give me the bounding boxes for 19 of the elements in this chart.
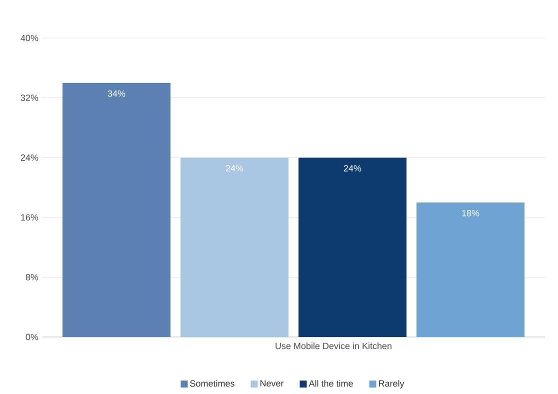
y-tick-label: 40% — [20, 34, 38, 42]
legend-label: Sometimes — [190, 380, 234, 387]
bar — [416, 202, 524, 337]
bar — [298, 158, 406, 337]
y-tick-label: 8% — [26, 274, 38, 280]
y-tick-label: 16% — [21, 214, 38, 221]
bar — [62, 82, 171, 337]
data-label: 24% — [344, 165, 362, 172]
x-tick-label: Use Mobile Device in Kitchen — [276, 342, 392, 350]
bar — [180, 158, 289, 337]
y-tick-label: 24% — [20, 154, 38, 161]
y-tick-label: 32% — [20, 94, 38, 101]
data-label: 24% — [226, 165, 244, 172]
data-label: 34% — [108, 90, 126, 97]
y-tick-label: 0% — [26, 334, 38, 340]
legend-label: Rarely — [379, 380, 404, 388]
legend-label: All the time — [308, 380, 353, 387]
legend-label: Never — [260, 380, 284, 387]
data-label: 18% — [462, 210, 480, 216]
